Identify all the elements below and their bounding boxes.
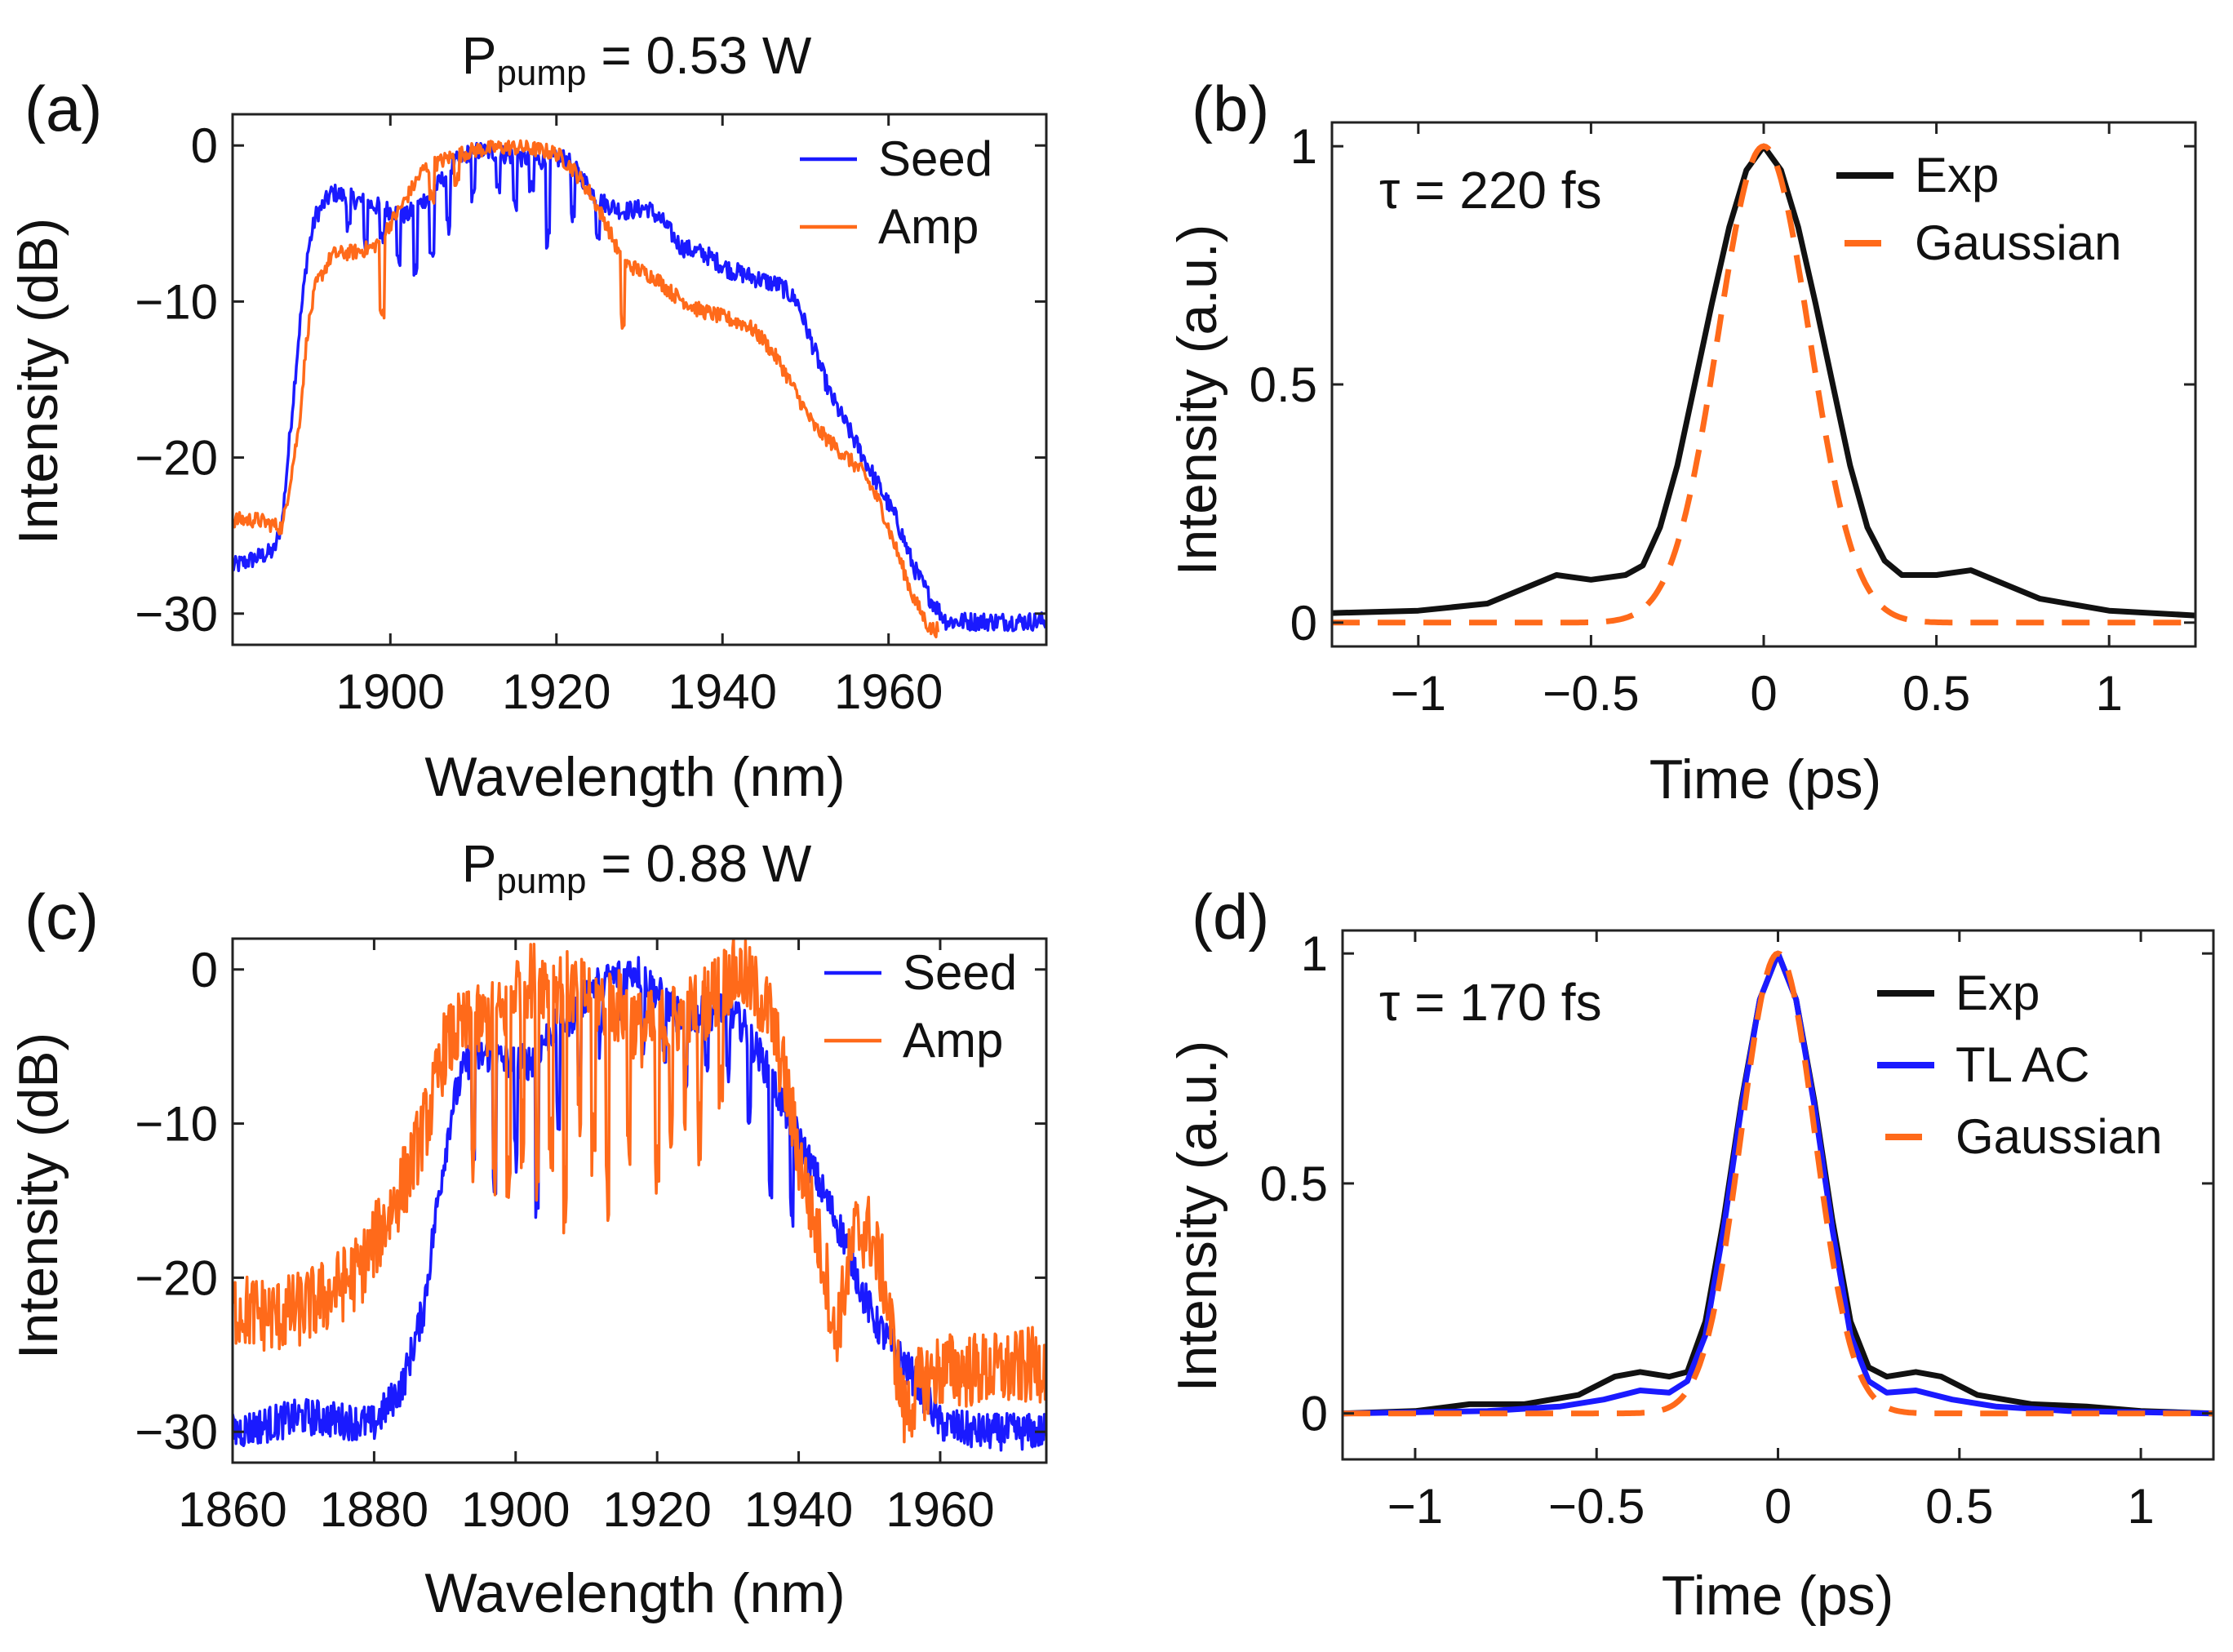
y-tick-label: 0 — [191, 118, 218, 173]
panel-d-ylabel: Intensity (a.u.) — [1166, 1041, 1228, 1392]
y-tick-label: −20 — [135, 431, 218, 486]
panel-b-tau-annotation: τ = 220 fs — [1379, 161, 1602, 220]
y-tick-label: −20 — [135, 1250, 218, 1305]
series-line-amp — [233, 139, 940, 639]
panel-c: (c) Ppump = 0.88 W Intensity (dB) Wavele… — [7, 834, 1048, 1624]
plot-c: 1860 1880 1900 1920 1940 1960 0 −10 −20 −30 Seed Am… — [135, 937, 1048, 1537]
plot-d: −1 −0.5 0 0.5 1 0 0.5 1 Exp TL AC Gaussian — [1260, 926, 2215, 1534]
y-tick-label: −10 — [135, 274, 218, 329]
legend-label-gaussian: Gaussian — [1956, 1109, 2162, 1164]
x-tick-label: 1 — [2127, 1479, 2154, 1534]
x-tick-label: 1920 — [502, 664, 610, 719]
legend-label-tl-ac: TL AC — [1956, 1037, 2090, 1092]
legend-label-exp: Exp — [1915, 148, 1999, 202]
y-tick-label: −10 — [135, 1097, 218, 1152]
x-tick-label: 1940 — [668, 664, 776, 719]
series-group-d — [1343, 950, 2213, 1417]
panel-a-title-rest: = 0.53 W — [587, 26, 812, 85]
x-tick-label: 1960 — [886, 1482, 994, 1537]
x-tick-label: −0.5 — [1548, 1479, 1645, 1534]
panel-c-title: Ppump = 0.88 W — [462, 834, 812, 901]
y-tick-label: 0 — [1290, 596, 1317, 651]
panel-c-ylabel: Intensity (dB) — [7, 1032, 69, 1360]
panel-a-title-main: P — [462, 26, 497, 85]
x-tick-label: 1 — [2096, 666, 2123, 721]
legend-label-amp: Amp — [878, 199, 979, 254]
panel-c-xlabel: Wavelength (nm) — [424, 1562, 845, 1624]
legend-label-exp: Exp — [1956, 966, 2040, 1020]
panel-a-xlabel: Wavelength (nm) — [424, 746, 845, 808]
panel-label-d: (d) — [1192, 881, 1269, 953]
series-group-b — [1332, 143, 2195, 626]
y-tick-label: −30 — [135, 1405, 218, 1459]
legend-label-seed: Seed — [903, 945, 1017, 1000]
series-line-seed — [233, 956, 1046, 1452]
panel-c-title-rest: = 0.88 W — [587, 834, 812, 893]
y-tick-label: 0.5 — [1250, 357, 1317, 412]
plot-frame-c — [231, 937, 1048, 1464]
panel-a-ylabel: Intensity (dB) — [7, 218, 69, 545]
panel-c-title-sub: pump — [496, 861, 586, 901]
series-group-c — [233, 939, 1046, 1452]
panel-d-xlabel: Time (ps) — [1662, 1565, 1894, 1627]
plot-a: 1900 1920 1940 1960 0 −10 −20 −30 Seed Amp — [135, 113, 1048, 719]
plot-frame-a — [231, 113, 1048, 646]
x-tick-label: 1940 — [744, 1482, 853, 1537]
y-tick-label: 1 — [1301, 926, 1328, 981]
x-tick-label: −1 — [1391, 666, 1446, 721]
x-tick-label: −0.5 — [1543, 666, 1639, 721]
x-tick-label: 1900 — [461, 1482, 570, 1537]
x-tick-label: 0.5 — [1925, 1479, 1993, 1534]
panel-a-title-sub: pump — [496, 53, 586, 93]
panel-d: (d) Intensity (a.u.) Time (ps) τ = 170 f… — [1166, 881, 2215, 1627]
series-line-seed — [233, 141, 1046, 633]
series-line-amp — [233, 939, 1046, 1444]
legend-label-seed: Seed — [878, 131, 992, 186]
x-tick-label: 0.5 — [1902, 666, 1970, 721]
x-tick-label: −1 — [1387, 1479, 1443, 1534]
series-line-gaussian — [1343, 950, 2213, 1417]
panel-a-title: Ppump = 0.53 W — [462, 26, 812, 93]
legend-label-gaussian: Gaussian — [1915, 215, 2121, 270]
panel-label-b: (b) — [1192, 73, 1269, 144]
panel-a: (a) Ppump = 0.53 W Intensity (dB) Wavele… — [7, 26, 1048, 808]
panel-b: (b) Intensity (a.u.) Time (ps) τ = 220 f… — [1166, 73, 2197, 810]
panel-d-tau-annotation: τ = 170 fs — [1379, 973, 1602, 1032]
legend-label-amp: Amp — [903, 1013, 1003, 1068]
panel-b-xlabel: Time (ps) — [1649, 748, 1882, 810]
x-tick-label: 1880 — [320, 1482, 428, 1537]
y-tick-label: 0 — [1301, 1387, 1328, 1441]
series-group-a — [233, 139, 1046, 639]
plot-b: −1 −0.5 0 0.5 1 0 0.5 1 Exp Gaussian — [1250, 119, 2197, 721]
series-line-gaussian — [1332, 143, 2195, 626]
y-tick-label: 0.5 — [1260, 1157, 1328, 1211]
x-tick-label: 0 — [1765, 1479, 1791, 1534]
y-tick-label: −30 — [135, 587, 218, 642]
x-tick-label: 1920 — [602, 1482, 711, 1537]
y-tick-label: 1 — [1290, 119, 1317, 174]
panel-b-ylabel: Intensity (a.u.) — [1166, 224, 1228, 576]
panel-label-c: (c) — [24, 881, 99, 953]
x-tick-label: 1860 — [178, 1482, 286, 1537]
y-tick-label: 0 — [191, 943, 218, 997]
x-tick-label: 1900 — [336, 664, 445, 719]
panel-label-a: (a) — [24, 73, 102, 144]
panel-c-title-main: P — [462, 834, 497, 893]
x-tick-label: 1960 — [834, 664, 943, 719]
x-tick-label: 0 — [1750, 666, 1777, 721]
